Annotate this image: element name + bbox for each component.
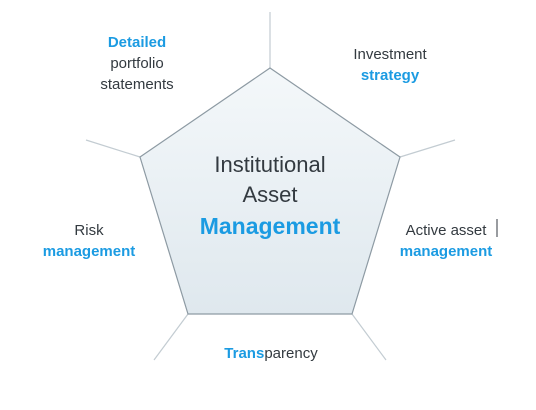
label-transparency-part-2: parency: [264, 345, 318, 362]
label-detailed-line-2: portfolio: [110, 55, 164, 72]
label-investment-strategy: Investment strategy: [320, 44, 460, 86]
spoke-bottom-left: [153, 313, 189, 361]
label-risk-management: Risk management: [14, 220, 164, 262]
spoke-left: [85, 139, 141, 158]
label-investment-line-1: Investment: [353, 46, 427, 63]
center-title-line-2: Asset: [242, 182, 298, 207]
center-pentagon: [139, 67, 401, 315]
label-active-line-1: Active asset: [405, 222, 487, 239]
center-title: Institutional Asset Management: [160, 150, 380, 242]
label-transparency: Transparency: [196, 343, 346, 364]
label-active-asset-management: Active asset management: [376, 220, 516, 262]
label-detailed-line-3: statements: [100, 76, 174, 93]
label-transparency-part-1: Trans: [224, 345, 265, 362]
label-risk-line-2: management: [42, 243, 136, 260]
label-active-line-2: management: [399, 243, 493, 260]
spoke-bottom-right: [351, 313, 387, 361]
label-investment-line-2: strategy: [360, 67, 420, 84]
spoke-right: [399, 139, 456, 158]
center-title-line-1: Institutional: [214, 152, 326, 177]
center-title-line-3: Management: [199, 213, 341, 239]
label-risk-line-1: Risk: [74, 222, 104, 239]
label-detailed-line-1: Detailed: [107, 34, 167, 51]
label-detailed-portfolio-statements: Detailed portfolio statements: [62, 32, 212, 95]
